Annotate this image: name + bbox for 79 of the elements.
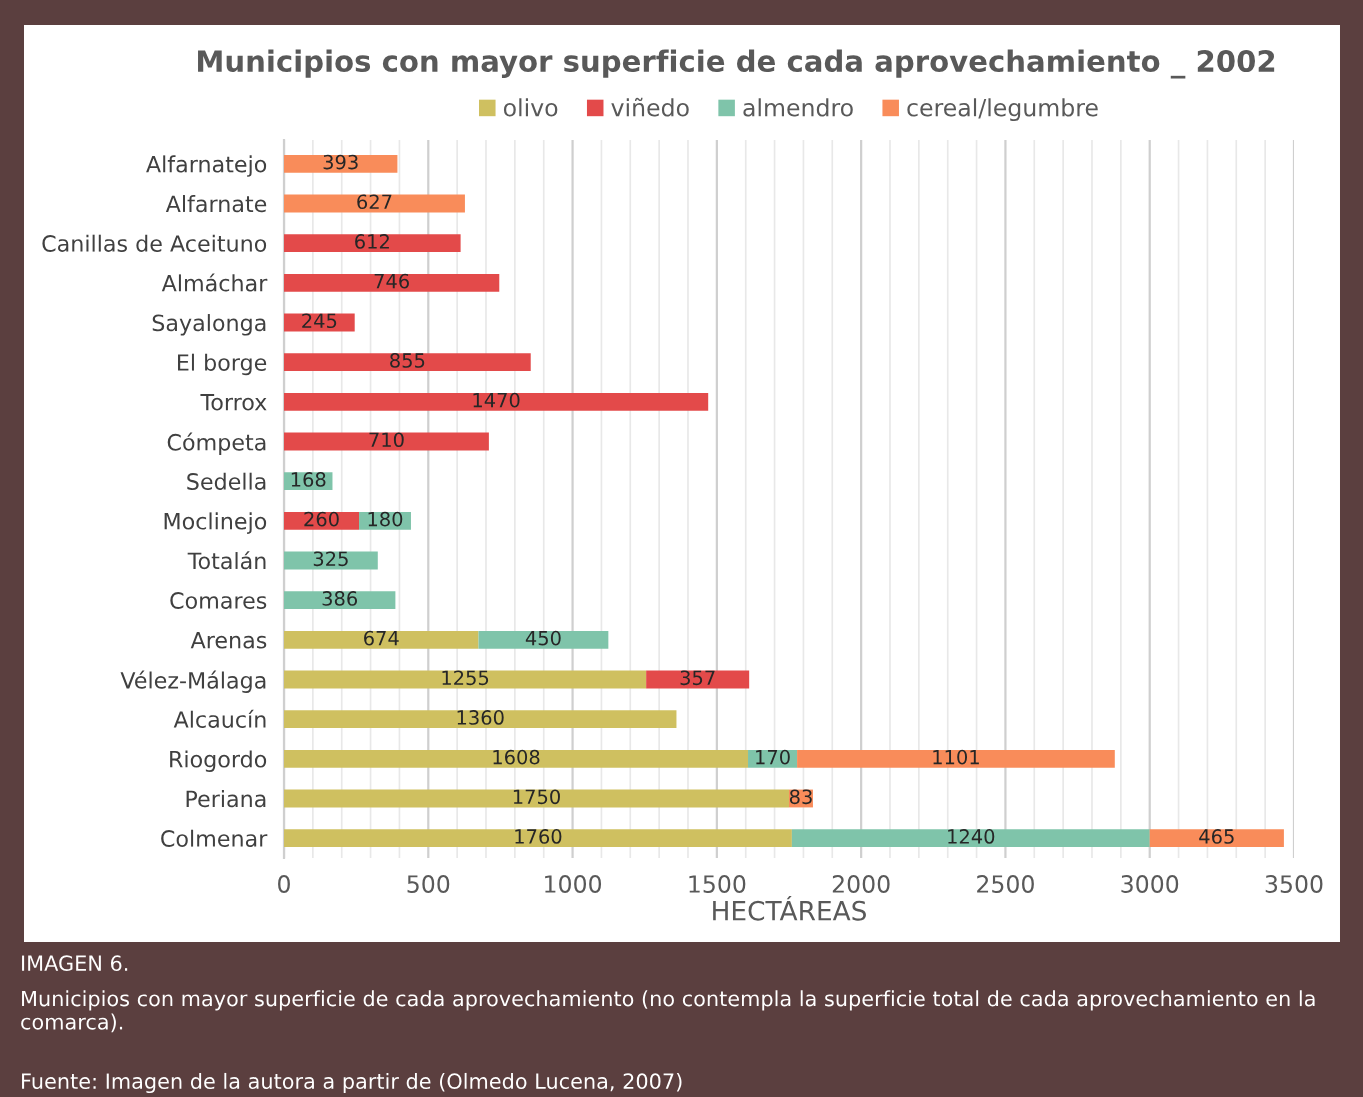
y-tick-label: Canillas de Aceituno bbox=[42, 234, 267, 252]
source-note: Fuente: Imagen de la autora a partir de (Olmedo Lucena, 2007) bbox=[22, 1072, 682, 1094]
data-label: 710 bbox=[369, 432, 404, 448]
x-tick-label: 3000 bbox=[1121, 875, 1179, 893]
bar bbox=[797, 749, 1115, 768]
data-label: 170 bbox=[756, 749, 790, 765]
bar bbox=[284, 154, 398, 173]
bar bbox=[284, 749, 749, 768]
text: Municipios con mayor superficie de cada aprovechamiento (no contempla la superficie total de cada aprovechamiento en la comarca). bbox=[21, 990, 1315, 1033]
data-label: 1750 bbox=[513, 789, 560, 805]
data-label: 386 bbox=[322, 591, 358, 606]
y-tick-label: Comares bbox=[170, 592, 267, 609]
bar bbox=[791, 829, 1150, 848]
data-label: 1240 bbox=[948, 829, 995, 844]
y-tick-label: Cómpeta bbox=[167, 432, 266, 455]
legend-label: cereal/legumbre bbox=[907, 98, 1098, 122]
y-tick-label: Colmenar bbox=[161, 829, 268, 847]
y-tick-label: Alfarnatejo bbox=[146, 155, 267, 177]
bar bbox=[1149, 829, 1284, 848]
data-label: 357 bbox=[680, 670, 715, 686]
x-tick-label: 2500 bbox=[977, 875, 1034, 893]
y-tick-label: Totalán bbox=[187, 551, 266, 570]
x-tick-label: 500 bbox=[407, 875, 450, 893]
data-label: 612 bbox=[355, 234, 389, 249]
data-label: 180 bbox=[368, 511, 403, 527]
data-label: 325 bbox=[313, 551, 348, 567]
text: IMAGEN 6. bbox=[22, 955, 128, 972]
data-label: 1255 bbox=[442, 670, 489, 686]
x-tick-label: 2000 bbox=[832, 875, 890, 893]
data-label: 465 bbox=[1199, 829, 1234, 844]
x-tick-label: 0 bbox=[278, 875, 290, 893]
y-tick-label: Periana bbox=[186, 790, 266, 808]
data-label: 855 bbox=[390, 353, 425, 368]
x-tick-label: 1000 bbox=[545, 875, 602, 893]
data-label: 260 bbox=[304, 511, 339, 527]
x-axis-title: HECTÁREAS bbox=[713, 895, 866, 921]
x-tick-label: 1500 bbox=[689, 875, 746, 893]
bar bbox=[284, 273, 500, 292]
y-tick-label: Sedella bbox=[187, 472, 266, 490]
y-tick-label: Vélez-Málaga bbox=[120, 670, 266, 693]
data-label: 393 bbox=[323, 154, 358, 170]
bar bbox=[284, 234, 461, 253]
bar bbox=[284, 710, 677, 729]
chart-title: Municipios con mayor superficie de cada aprovechamiento _ 2002 bbox=[198, 49, 1275, 79]
bar bbox=[284, 591, 396, 610]
y-tick-label: Torrox bbox=[200, 394, 267, 411]
legend-label: almendro bbox=[743, 98, 853, 117]
data-label: 746 bbox=[374, 273, 409, 289]
bar bbox=[284, 353, 531, 372]
legend-label: viñedo bbox=[611, 97, 689, 117]
data-label: 168 bbox=[291, 472, 326, 487]
bar bbox=[478, 630, 609, 649]
y-tick-label: El borge bbox=[178, 353, 267, 376]
bar bbox=[284, 194, 465, 213]
y-tick-label: Alfarnate bbox=[165, 195, 267, 213]
y-tick-label: Sayalonga bbox=[152, 314, 266, 336]
data-label: 1608 bbox=[493, 749, 540, 765]
bar bbox=[284, 392, 709, 411]
data-label: 245 bbox=[302, 313, 337, 329]
data-label: 627 bbox=[357, 194, 392, 210]
data-label: 1760 bbox=[515, 829, 562, 844]
data-label: 1470 bbox=[473, 392, 520, 408]
y-tick-label: Moclinejo bbox=[164, 512, 267, 534]
bar bbox=[284, 432, 489, 451]
y-tick-label: Riogordo bbox=[170, 750, 267, 772]
data-label: 83 bbox=[789, 789, 812, 805]
data-label: 1360 bbox=[457, 710, 504, 725]
data-label: 1101 bbox=[933, 749, 979, 765]
y-tick-label: Almáchar bbox=[161, 273, 268, 292]
data-label: 674 bbox=[364, 630, 399, 646]
bar bbox=[284, 630, 479, 649]
bar bbox=[284, 829, 792, 848]
y-tick-label: Arenas bbox=[190, 632, 267, 649]
data-label: 450 bbox=[525, 630, 561, 646]
legend-label: olivo bbox=[503, 98, 558, 117]
x-tick-label: 3500 bbox=[1265, 875, 1323, 893]
bar bbox=[284, 789, 789, 808]
bar bbox=[284, 670, 647, 689]
y-tick-label: Alcaucín bbox=[173, 709, 266, 728]
